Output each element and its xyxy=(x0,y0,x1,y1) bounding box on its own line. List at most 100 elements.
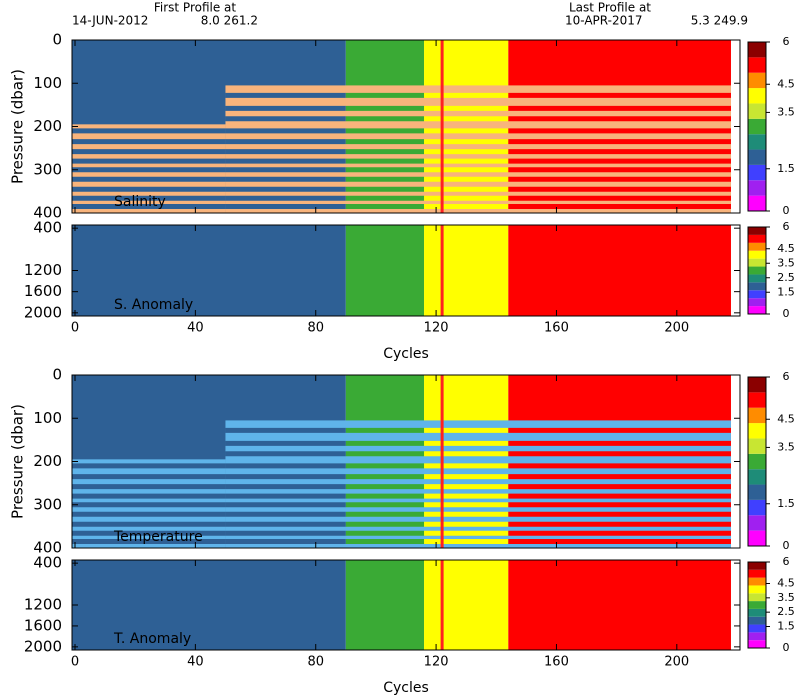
colorbar-tick-label: 0 xyxy=(783,204,790,217)
colorbar-swatch xyxy=(748,624,766,633)
colorbar-swatch xyxy=(748,250,766,259)
colorbar-swatch xyxy=(748,423,766,439)
colorbar-swatch xyxy=(748,392,766,408)
colorbar-swatch xyxy=(748,577,766,586)
colorbar-tick-label: 0 xyxy=(783,641,790,654)
colorbar-swatch xyxy=(748,593,766,602)
y-tick-label: 300 xyxy=(33,495,62,513)
colorbar-swatch xyxy=(748,266,766,275)
y-tick-label: 100 xyxy=(33,409,62,427)
colorbar-tick-label: 1.5 xyxy=(777,620,795,633)
colorbar-tick-label: 1.5 xyxy=(777,162,795,175)
colorbar-swatch xyxy=(748,515,766,531)
colorbar-swatch xyxy=(748,103,766,119)
panel-label: T. Anomaly xyxy=(113,631,191,647)
colorbar-tick-label: 4.5 xyxy=(777,77,795,90)
colorbar-swatch xyxy=(748,484,766,500)
colorbar-swatch xyxy=(748,57,766,73)
colorbar-swatch xyxy=(748,149,766,165)
colorbar-tick-label: 6 xyxy=(783,370,790,383)
x-tick-label: 160 xyxy=(544,321,569,336)
y-tick-label: 2000 xyxy=(24,303,62,321)
y-tick-label: 1600 xyxy=(24,616,62,634)
colorbar-swatch xyxy=(748,438,766,454)
colorbar-tick-label: 2.5 xyxy=(777,605,795,618)
x-tick-label: 120 xyxy=(424,655,449,670)
x-tick-label: 40 xyxy=(187,655,204,670)
colorbar-swatch xyxy=(748,118,766,135)
colorbar-tick-label: 3.5 xyxy=(777,440,795,453)
flag-segment xyxy=(345,560,425,650)
y-tick-label: 1200 xyxy=(24,261,62,279)
flag-segment xyxy=(424,560,509,650)
last-position: 5.3 249.9 xyxy=(691,14,748,28)
colorbar-swatch xyxy=(748,562,766,570)
y-tick-label: 400 xyxy=(33,554,62,572)
y-tick-label: 2000 xyxy=(24,637,62,655)
colorbar-swatch xyxy=(748,298,766,307)
colorbar-swatch xyxy=(748,469,766,485)
first-position: 8.0 261.2 xyxy=(201,14,258,28)
colorbar-swatch xyxy=(748,377,766,393)
colorbar-swatch xyxy=(748,227,766,235)
flag-segment xyxy=(508,225,731,316)
colorbar-swatch xyxy=(748,407,766,424)
y-tick-label: 200 xyxy=(33,452,62,470)
x-tick-label: 0 xyxy=(71,321,79,336)
x-axis-label: Cycles xyxy=(383,346,429,362)
panel-label: S. Anomaly xyxy=(114,297,193,313)
colorbar-tick-label: 6 xyxy=(783,555,790,568)
colorbar-swatch xyxy=(748,180,766,196)
y-tick-label: 1600 xyxy=(24,282,62,300)
colorbar-swatch xyxy=(748,585,766,594)
flag-segment xyxy=(72,225,346,316)
colorbar-swatch xyxy=(748,274,766,283)
panel-label: Salinity xyxy=(114,194,166,210)
x-tick-label: 40 xyxy=(187,321,204,336)
y-tick-label: 400 xyxy=(33,219,62,237)
x-tick-label: 80 xyxy=(307,655,324,670)
colorbar-tick-label: 3.5 xyxy=(777,105,795,118)
y-axis-label: Pressure (dbar) xyxy=(9,404,27,519)
colorbar-swatch xyxy=(748,72,766,89)
flag-segment xyxy=(72,560,346,650)
colorbar-swatch xyxy=(748,453,766,470)
x-tick-label: 200 xyxy=(664,321,689,336)
colorbar-tick-label: 1.5 xyxy=(777,497,795,510)
colorbar-swatch xyxy=(748,195,766,211)
last-title: Last Profile at xyxy=(569,1,651,15)
y-tick-label: 300 xyxy=(33,160,62,178)
colorbar-swatch xyxy=(748,569,766,578)
colorbar-frame xyxy=(747,226,767,315)
colorbar-swatch xyxy=(748,530,766,546)
flag-segment xyxy=(424,225,509,316)
colorbar-tick-label: 1.5 xyxy=(777,285,795,298)
colorbar-tick-label: 0 xyxy=(783,539,790,552)
y-tick-label: 100 xyxy=(33,74,62,92)
y-axis-label: Pressure (dbar) xyxy=(9,69,27,184)
last-date: 10-APR-2017 xyxy=(565,14,643,28)
colorbar-swatch xyxy=(748,608,766,617)
colorbar-tick-label: 0 xyxy=(783,307,790,320)
first-date: 14-JUN-2012 xyxy=(72,14,148,28)
colorbar-swatch xyxy=(748,42,766,58)
colorbar-swatch xyxy=(748,640,766,648)
colorbar-swatch xyxy=(748,134,766,150)
colorbar-swatch xyxy=(748,601,766,609)
x-tick-label: 160 xyxy=(544,655,569,670)
colorbar-tick-label: 3.5 xyxy=(777,591,795,604)
flag-segment xyxy=(508,560,731,650)
panel-label: Temperature xyxy=(113,529,203,545)
colorbar-swatch xyxy=(748,282,766,291)
colorbar-tick-label: 3.5 xyxy=(777,256,795,269)
x-tick-label: 120 xyxy=(424,321,449,336)
x-tick-label: 0 xyxy=(71,655,79,670)
x-tick-label: 200 xyxy=(664,655,689,670)
colorbar-tick-label: 4.5 xyxy=(777,577,795,590)
colorbar-swatch xyxy=(748,234,766,243)
colorbar-swatch xyxy=(748,242,766,251)
y-tick-label: 200 xyxy=(33,117,62,135)
x-tick-label: 80 xyxy=(307,321,324,336)
y-tick-label: 0 xyxy=(52,366,62,384)
